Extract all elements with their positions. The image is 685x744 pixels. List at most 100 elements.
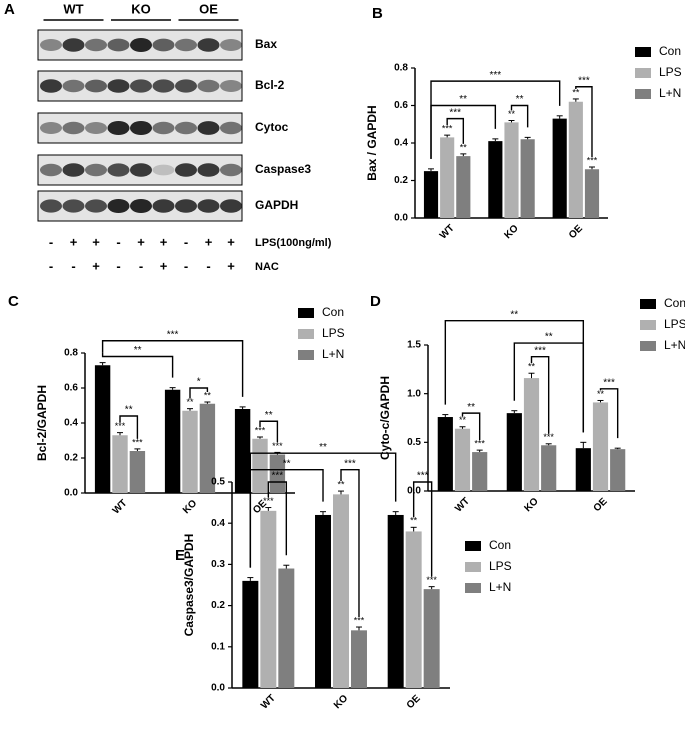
panel-letter: E (175, 547, 185, 564)
treatment-sign: + (160, 258, 168, 273)
bar (333, 494, 349, 688)
bar (405, 531, 422, 688)
blot-band (107, 121, 130, 135)
error-bar (528, 372, 535, 379)
legend-label: LPS (322, 326, 345, 340)
legend-swatch (635, 89, 651, 99)
x-tick-label: KO (181, 498, 200, 517)
y-tick-label: 0.0 (211, 683, 225, 694)
blot-band (85, 199, 107, 213)
y-tick-label: 0.4 (64, 418, 78, 429)
bar (112, 435, 128, 493)
y-axis-label: Cyto-c/GAPDH (378, 376, 392, 460)
error-bar (428, 168, 435, 172)
error-bar (476, 449, 483, 453)
y-tick-label: 1.5 (407, 340, 421, 351)
significance-bracket (513, 342, 585, 433)
significance-bracket (446, 117, 465, 144)
y-axis-label: Caspase3/GAPDH (182, 534, 196, 637)
bracket-label: *** (534, 345, 546, 356)
error-bar (204, 401, 211, 404)
significance-bracket (599, 388, 619, 439)
bracket-label: ** (125, 405, 133, 416)
significance-marker: ** (186, 397, 194, 407)
treatment-sign: + (160, 234, 168, 249)
bracket-label: *** (271, 471, 283, 482)
panel-letter: D (370, 293, 381, 310)
bar (523, 378, 540, 491)
blot-band (40, 163, 62, 177)
error-bar (597, 399, 604, 403)
bracket-label: ** (545, 332, 553, 343)
blot-band (130, 121, 152, 135)
treatment-sign: - (184, 234, 188, 249)
blot-band (85, 79, 107, 93)
error-bar (239, 406, 246, 409)
significance-bracket (530, 355, 550, 434)
significance-bracket (575, 86, 593, 157)
bar (315, 514, 332, 688)
error-bar (556, 115, 563, 119)
y-tick-label: 0.1 (211, 641, 225, 652)
significance-marker: *** (442, 124, 453, 134)
error-bar (580, 441, 587, 449)
treatment-sign: - (49, 234, 53, 249)
blot-band (197, 163, 220, 177)
blot-label: GAPDH (255, 198, 298, 212)
blot-band (40, 199, 62, 213)
y-tick-label: 0.4 (394, 138, 408, 149)
bar (269, 454, 286, 493)
significance-marker: *** (132, 437, 143, 447)
legend-swatch (635, 47, 651, 57)
legend-swatch (635, 68, 651, 78)
bar (260, 510, 277, 688)
error-bar (588, 166, 595, 170)
significance-marker: *** (272, 441, 283, 451)
error-bar (511, 410, 518, 414)
blot-band (152, 164, 175, 176)
bar (584, 169, 600, 218)
x-tick-label: WT (259, 693, 278, 712)
blot-band (220, 163, 242, 177)
treatment-sign: + (92, 258, 100, 273)
panel-letter: A (4, 1, 15, 18)
bar (506, 413, 522, 491)
error-bar (265, 507, 272, 511)
bracket-label: *** (449, 107, 461, 118)
significance-bracket (412, 481, 433, 577)
y-tick-label: 0.0 (394, 213, 408, 224)
bar (350, 630, 367, 688)
treatment-sign: - (206, 258, 210, 273)
legend-label: Con (664, 296, 685, 310)
legend-swatch (465, 562, 481, 572)
significance-bracket (430, 104, 497, 159)
treatment-sign: + (205, 234, 213, 249)
bar (423, 589, 440, 688)
legend-label: Con (659, 44, 681, 58)
blot-band (152, 121, 175, 135)
significance-marker: *** (255, 425, 266, 435)
bracket-label: ** (134, 345, 142, 356)
significance-marker: ** (572, 87, 580, 97)
significance-marker: *** (115, 421, 126, 431)
x-tick-label: KO (332, 693, 351, 712)
bracket-label: ** (265, 410, 273, 421)
bracket-label: * (197, 377, 201, 388)
significance-bracket (119, 415, 139, 439)
x-tick-label: WT (453, 496, 472, 515)
legend-label: LPS (664, 317, 685, 331)
legend-swatch (640, 341, 656, 351)
y-tick-label: 0.8 (64, 348, 78, 359)
y-tick-label: 0.2 (211, 600, 225, 611)
treatment-sign: + (227, 258, 235, 273)
bar (94, 365, 111, 493)
treatment-sign: + (92, 234, 100, 249)
blot-band (62, 38, 85, 52)
significance-marker: *** (474, 438, 485, 448)
error-bar (117, 432, 123, 436)
panel-letter: C (8, 293, 19, 310)
bar (129, 451, 146, 493)
bracket-label: *** (578, 75, 590, 86)
legend-label: Con (322, 305, 344, 319)
